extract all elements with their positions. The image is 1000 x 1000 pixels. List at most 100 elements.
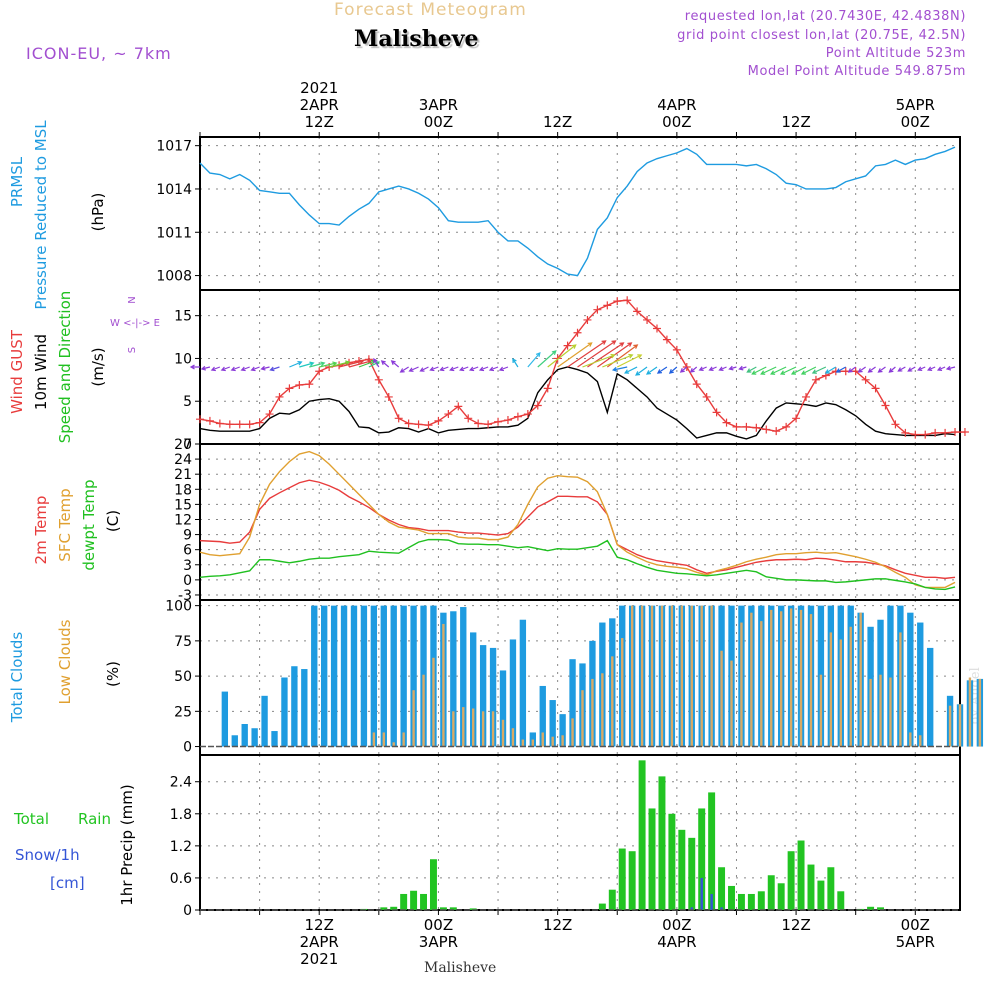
top-axis-year: 2021: [300, 79, 338, 97]
top-axis-hour: 00Z: [424, 113, 453, 131]
rain-bar: [598, 903, 606, 910]
snow-bar: [700, 877, 703, 910]
low-cloud-bar: [640, 605, 644, 747]
low-cloud-bar: [948, 705, 952, 747]
wind-direction-arrow: [746, 366, 757, 373]
label-sfc-temp: SFC Temp: [56, 488, 74, 561]
wind-direction-arrow: [624, 366, 638, 374]
wind-direction-arrow: [811, 366, 827, 374]
rain-bar: [698, 808, 706, 910]
total-cloud-bar: [460, 607, 467, 747]
wind-direction-arrow: [557, 342, 593, 368]
ytick-label-temperature: 24: [174, 452, 192, 468]
rain-bar: [638, 760, 646, 910]
wind-gust-marker: [573, 328, 582, 337]
total-cloud-bar: [390, 605, 397, 747]
wind-direction-arrow: [751, 366, 767, 375]
label-hpa: (hPa): [89, 193, 107, 232]
wind-gust-marker: [205, 416, 214, 425]
total-cloud-bar: [479, 645, 487, 747]
low-cloud-bar: [968, 677, 972, 747]
low-cloud-bar: [680, 605, 684, 747]
low-cloud-bar: [501, 719, 505, 747]
wind-direction-arrow: [779, 366, 797, 375]
bottom-axis-hour: 00Z: [662, 916, 691, 934]
wind-direction-arrow: [380, 360, 390, 368]
low-cloud-bar: [849, 626, 852, 747]
wind-direction-arrow: [459, 366, 469, 372]
footer-location: Malisheve: [424, 960, 497, 976]
ytick-label-precip: 0.6: [170, 871, 192, 887]
rain-bar: [728, 885, 735, 910]
wind-gust-marker: [265, 410, 274, 419]
ytick-label-temperature: 27: [174, 437, 192, 453]
wind-gust-marker: [802, 392, 811, 401]
low-cloud-bar: [958, 704, 962, 747]
wind-direction-arrow: [577, 340, 617, 368]
label-snow: Snow/1h: [15, 846, 80, 864]
wind-gust-marker: [652, 324, 661, 333]
total-cloud-bar: [499, 670, 507, 747]
bottom-axis-hour: 12Z: [305, 916, 334, 934]
wind-direction-arrow: [439, 366, 449, 372]
total-cloud-bar: [221, 691, 229, 747]
low-cloud-bar: [740, 622, 743, 747]
wind-direction-arrow: [867, 366, 876, 373]
low-cloud-bar: [382, 732, 385, 747]
wind-direction-arrow: [210, 366, 221, 372]
ytick-label-wind: 0: [183, 437, 192, 453]
total-cloud-bar: [360, 605, 368, 747]
label-percent: (%): [104, 661, 122, 687]
wind-direction-arrow: [679, 366, 688, 373]
label-total-rain-1: Total: [13, 810, 49, 828]
wind-speed-line: [199, 366, 956, 440]
wind-direction-arrow: [373, 357, 380, 368]
low-cloud-bar: [392, 742, 395, 747]
wind-direction-arrow: [927, 366, 936, 371]
wind-direction-arrow: [718, 366, 727, 371]
rain-bar: [688, 837, 696, 910]
wind-gust-marker: [951, 428, 960, 437]
low-cloud-bar: [481, 711, 485, 747]
wind-direction-arrow: [656, 366, 668, 374]
total-cloud-bar: [291, 666, 298, 747]
wind-gust-marker: [782, 422, 791, 431]
total-cloud-bar: [549, 700, 556, 747]
wind-direction-arrow: [790, 366, 807, 375]
low-cloud-bar: [730, 660, 733, 747]
location-title: Malisheve: [354, 26, 479, 52]
low-cloud-bar: [710, 605, 713, 747]
ytick-label-clouds: 50: [174, 669, 192, 685]
total-cloud-bar: [301, 669, 308, 747]
wind-direction-arrow: [567, 340, 607, 368]
low-cloud-bar: [422, 674, 425, 747]
low-cloud-bar: [412, 690, 415, 747]
low-cloud-bar: [591, 678, 594, 747]
ytick-label-clouds: 100: [165, 599, 192, 615]
total-cloud-bar: [350, 605, 358, 747]
bottom-axis-hour: 00Z: [901, 916, 930, 934]
wind-gust-marker: [543, 384, 552, 393]
low-cloud-bar: [799, 609, 803, 747]
wind-gust-marker: [960, 428, 969, 437]
wind-gust-marker: [404, 419, 413, 428]
top-axis-hour: 00Z: [662, 113, 691, 131]
bottom-axis-year: 2021: [300, 950, 338, 968]
wind-gust-marker: [503, 416, 512, 425]
panel-frame-pressure: [199, 136, 961, 291]
low-cloud-bar: [670, 605, 674, 747]
wind-direction-arrow: [945, 365, 956, 371]
label-10m-wind: 10m Wind: [32, 334, 50, 410]
label-speed-direction: Speed and Direction: [56, 291, 74, 444]
wind-direction-arrow: [512, 357, 519, 368]
wind-gust-marker: [583, 315, 592, 324]
label-celsius: (C): [104, 510, 122, 532]
ytick-label-precip: 1.8: [170, 807, 192, 823]
low-cloud-bar: [581, 690, 584, 747]
rain-bar: [668, 813, 676, 910]
ytick-label-temperature: 3: [183, 558, 192, 574]
wind-gust-marker: [593, 305, 602, 314]
wind-gust-marker: [861, 375, 870, 384]
wind-direction-arrow: [917, 366, 926, 371]
wind-gust-marker: [494, 417, 503, 426]
